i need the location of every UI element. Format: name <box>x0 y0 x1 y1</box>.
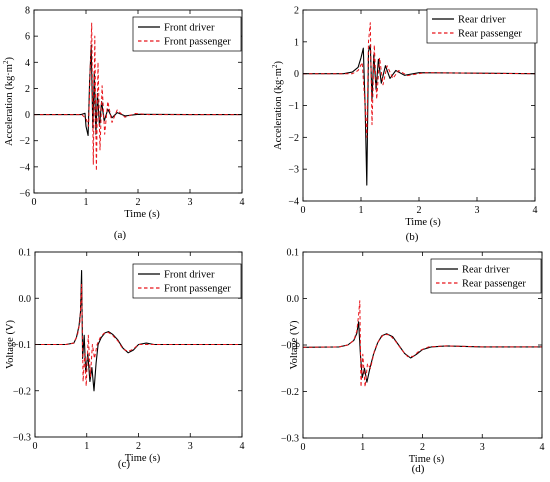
y-axis-label: Acceleration (kg·m2) <box>271 61 284 150</box>
x-tick-label: 2 <box>136 441 141 452</box>
x-tick-label: 2 <box>420 442 425 453</box>
series-line-passenger <box>303 22 536 138</box>
series-line-passenger <box>35 283 242 387</box>
y-tick-label: −0.2 <box>13 386 31 397</box>
series-line-passenger <box>34 22 242 172</box>
x-tick-label: 2 <box>136 197 141 208</box>
y-tick-label: 0.1 <box>287 248 300 259</box>
legend-entry-label: Rear passenger <box>462 279 526 290</box>
y-tick-label: −0.1 <box>13 340 31 351</box>
y-tick-label: −4 <box>19 162 30 173</box>
x-tick-label: 3 <box>188 197 193 208</box>
x-tick-label: 4 <box>240 441 245 452</box>
y-tick-label: 0 <box>294 69 299 80</box>
legend: Front driver Front passenger <box>132 16 242 52</box>
y-tick-label: 4 <box>25 58 30 69</box>
x-tick-label: 3 <box>475 205 480 216</box>
y-tick-label: 8 <box>25 6 30 17</box>
x-tick-label: 3 <box>480 442 485 453</box>
legend-entry-label: Rear driver <box>462 265 510 276</box>
x-tick-label: 3 <box>188 441 193 452</box>
panel-label: (b) <box>406 231 419 243</box>
legend-entry-label: Front driver <box>164 23 215 34</box>
y-tick-label: −4 <box>288 197 299 208</box>
legend-box <box>132 16 242 52</box>
legend-entry-label: Front driver <box>164 270 215 281</box>
x-axis-label: Time (s) <box>409 454 445 465</box>
y-tick-label: 1 <box>294 37 299 48</box>
y-tick-label: −6 <box>19 189 30 200</box>
x-tick-label: 1 <box>84 441 89 452</box>
series-line-driver <box>303 44 536 186</box>
y-tick-label: 2 <box>25 84 30 95</box>
legend-entry-label: Front passenger <box>164 37 231 48</box>
y-tick-label: −3 <box>288 165 299 176</box>
panel-label: (d) <box>412 463 425 475</box>
legend: Front driver Front passenger <box>132 263 242 299</box>
legend-box <box>430 258 542 294</box>
y-tick-label: −2 <box>288 133 299 144</box>
y-tick-label: 0 <box>25 110 30 121</box>
legend-entry-label: Front passenger <box>164 284 231 295</box>
y-tick-label: −0.3 <box>281 434 299 445</box>
y-tick-label: −0.3 <box>13 433 31 444</box>
x-axis-label: Time (s) <box>124 209 160 220</box>
series-line-driver <box>302 321 542 383</box>
x-tick-label: 0 <box>301 442 306 453</box>
panel-label: (c) <box>118 458 131 470</box>
y-axis-label: Voltage (V) <box>5 319 16 369</box>
x-tick-label: 4 <box>540 442 545 453</box>
x-tick-label: 4 <box>533 205 538 216</box>
chart-panel-4: 0 1 2 3 4 −0.3 −0.2 −0.1 0.0 0.1 Time (s) Voltage (… <box>281 248 545 476</box>
x-axis-label: Time (s) <box>125 453 161 464</box>
x-axis-label: Time (s) <box>405 217 441 228</box>
legend-box <box>426 8 538 44</box>
y-tick-label: −0.1 <box>281 341 299 352</box>
y-axis-label: Voltage (V) <box>289 320 300 370</box>
legend-box <box>132 263 242 299</box>
y-tick-label: 0.1 <box>19 248 32 259</box>
y-tick-label: 2 <box>294 6 299 17</box>
y-tick-label: −0.2 <box>281 387 299 398</box>
panel-label: (a) <box>114 229 127 241</box>
legend: Rear driver Rear passenger <box>430 258 542 294</box>
y-tick-label: 6 <box>25 32 30 43</box>
series-line-passenger <box>302 300 542 388</box>
x-tick-label: 0 <box>301 205 306 216</box>
chart-panel-1: 0 1 2 3 4 −6 −4 −2 0 2 4 6 8 Time (s) Acceleration (kg… <box>2 6 245 242</box>
series-line-driver <box>34 44 242 137</box>
y-tick-label: 0.0 <box>19 294 32 305</box>
x-tick-label: 1 <box>360 442 365 453</box>
y-tick-label: −1 <box>288 101 299 112</box>
x-tick-label: 0 <box>33 441 38 452</box>
y-tick-label: −2 <box>19 136 30 147</box>
y-axis-label: Acceleration (kg·m2) <box>2 57 15 146</box>
legend-entry-label: Rear driver <box>458 15 506 26</box>
x-tick-label: 1 <box>359 205 364 216</box>
x-tick-label: 4 <box>240 197 245 208</box>
x-tick-label: 0 <box>32 197 37 208</box>
legend: Rear driver Rear passenger <box>426 8 538 44</box>
chart-panel-3: 0 1 2 3 4 −0.3 −0.2 −0.1 0.0 0.1 Time (s) Voltage (… <box>5 248 245 471</box>
x-tick-label: 1 <box>84 197 89 208</box>
legend-entry-label: Rear passenger <box>458 29 522 40</box>
x-tick-label: 2 <box>417 205 422 216</box>
y-tick-label: 0.0 <box>287 294 300 305</box>
